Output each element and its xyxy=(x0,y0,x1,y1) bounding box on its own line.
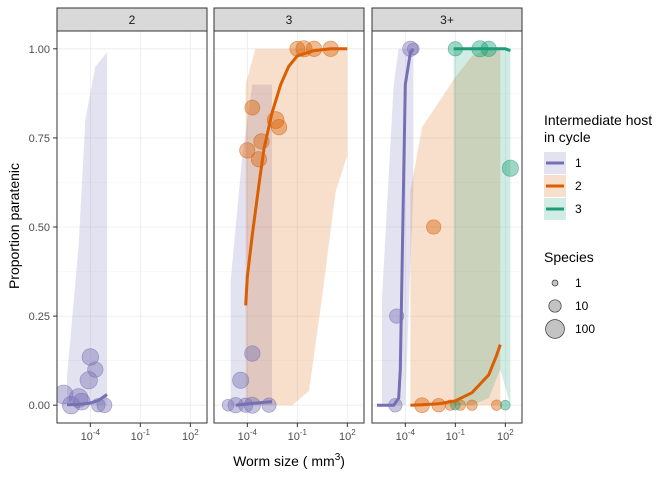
fit-line-host-1 xyxy=(66,393,108,407)
data-point-host-2 xyxy=(426,219,442,235)
y-tick-label: 0.75 xyxy=(29,133,50,145)
facet-strip-label: 3 xyxy=(286,13,293,27)
legend-size-circle xyxy=(548,299,562,313)
legend-color-keys: 1 2 3 xyxy=(544,152,582,220)
x-tick-label: 10-4 xyxy=(238,428,258,443)
panel-content xyxy=(377,40,519,414)
data-point-host-3 xyxy=(501,159,519,177)
y-tick-label: 1.00 xyxy=(29,44,50,56)
legend-color-key-3: 3 xyxy=(544,198,582,220)
ci-band-host-2 xyxy=(245,48,348,406)
data-point-host-1 xyxy=(81,348,99,366)
x-tick-label: 10-1 xyxy=(446,428,466,443)
x-tick-label: 102 xyxy=(182,428,199,443)
x-axis-title-close: ) xyxy=(340,453,345,469)
legend-size-label: 10 xyxy=(575,299,589,313)
data-point-host-3 xyxy=(500,399,511,411)
data-point-host-2 xyxy=(239,142,256,159)
data-point-host-2 xyxy=(244,99,261,116)
legend-color-label: 3 xyxy=(575,202,582,216)
fit-line-host-3 xyxy=(453,47,511,53)
legend-size-title: Species xyxy=(544,249,594,265)
legend-color-title-line1: Intermediate host xyxy=(544,112,652,128)
fit-line-host-1 xyxy=(235,400,273,407)
legend-size-circle xyxy=(551,279,559,287)
legend-color-title-line2: in cycle xyxy=(544,129,591,145)
legend-size-key-10: 10 xyxy=(548,299,589,313)
legend-size-label: 100 xyxy=(575,322,595,336)
legend-color-label: 2 xyxy=(575,179,582,193)
legend-color-key-1: 1 xyxy=(544,152,582,174)
legend-size-keys: 1 10 100 xyxy=(545,276,595,339)
data-point-host-2 xyxy=(491,399,503,411)
x-tick-label: 10-1 xyxy=(131,428,151,443)
x-axis-title-sup: 3 xyxy=(335,452,341,463)
panel-border xyxy=(213,30,365,424)
panel-content xyxy=(221,40,348,414)
data-point-host-1 xyxy=(244,345,261,362)
data-point-host-1 xyxy=(87,361,104,378)
data-point-host-1 xyxy=(72,392,91,411)
facet-panels: 2 10-4 10-1 102 0.00 0.25 0.50 0.75 1.00 3 10-4 10-… xyxy=(29,7,523,443)
legend-size-label: 1 xyxy=(575,276,582,290)
legend-color-label: 1 xyxy=(575,156,582,170)
panel-content xyxy=(57,52,113,415)
facet-strip-label: 2 xyxy=(129,13,136,27)
data-point-host-1 xyxy=(79,371,98,390)
fit-line-host-1 xyxy=(377,47,415,407)
y-tick-label: 0.25 xyxy=(29,311,50,323)
data-point-host-2 xyxy=(270,119,288,136)
legend-size-key-100: 100 xyxy=(545,319,595,339)
y-tick-label: 0.50 xyxy=(29,222,50,234)
y-tick-label: 0.00 xyxy=(29,400,50,412)
fit-line-host-2 xyxy=(410,344,502,407)
ci-band-host-2 xyxy=(410,48,501,406)
x-axis-title: Worm size ( mm3) xyxy=(233,452,345,469)
legend: Intermediate host in cycle 1 2 3 Species 1… xyxy=(544,112,652,339)
fit-line-host-2 xyxy=(244,47,348,306)
facet-panel-3+: 3+ 10-4 10-1 102 xyxy=(371,7,523,443)
facet-strip-label: 3+ xyxy=(440,13,454,27)
x-tick-label: 102 xyxy=(339,428,356,443)
x-tick-label: 102 xyxy=(497,428,514,443)
legend-size-circle xyxy=(545,319,565,339)
x-tick-label: 10-4 xyxy=(81,428,101,443)
facet-panel-2: 2 10-4 10-1 102 0.00 0.25 0.50 0.75 1.00 xyxy=(29,7,208,443)
data-point-host-1 xyxy=(261,397,277,413)
legend-size-key-1: 1 xyxy=(551,276,582,290)
ci-band-host-3 xyxy=(453,48,511,406)
data-point-host-2 xyxy=(466,399,478,411)
data-point-host-1 xyxy=(232,371,250,389)
y-axis-title: Proportion paratenic xyxy=(6,163,22,289)
x-axis-title-main: Worm size ( mm xyxy=(233,453,335,469)
x-tick-label: 10-4 xyxy=(396,428,416,443)
x-tick-label: 10-1 xyxy=(288,428,308,443)
facet-panel-3: 3 10-4 10-1 102 xyxy=(213,7,365,443)
panel-border xyxy=(371,30,523,424)
ci-band-host-1 xyxy=(67,52,107,406)
legend-color-key-2: 2 xyxy=(544,175,582,197)
